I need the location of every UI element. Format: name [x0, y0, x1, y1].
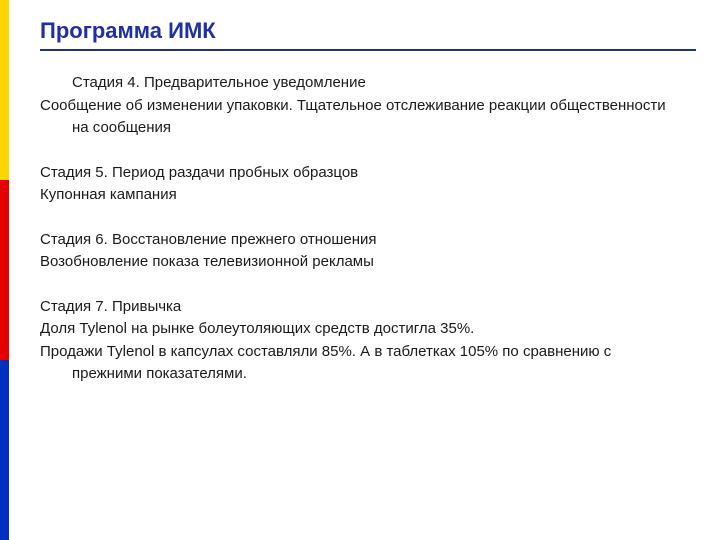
stage7-title: Стадия 7. Привычка	[40, 296, 680, 319]
stage6-body: Возобновление показа телевизионной рекла…	[40, 251, 680, 274]
stage5-body: Купонная кампания	[40, 184, 680, 207]
stage7-body2: Продажи Tylenol в капсулах составляли 85…	[40, 341, 680, 386]
stage7-body1: Доля Tylenol на рынке болеутоляющих сред…	[40, 318, 680, 341]
gap	[40, 274, 680, 296]
stage6-title: Стадия 6. Восстановление прежнего отноше…	[40, 229, 680, 252]
bullet-icon	[50, 83, 72, 87]
color-sidebar	[0, 0, 9, 540]
gap	[40, 140, 680, 162]
sidebar-seg-yellow	[0, 0, 9, 180]
stage5-title: Стадия 5. Период раздачи пробных образцо…	[40, 162, 680, 185]
stage4-title: Стадия 4. Предварительное уведомление	[72, 72, 366, 95]
title-underline	[40, 49, 696, 51]
slide-title: Программа ИМК	[40, 18, 216, 44]
stage4-title-row: Стадия 4. Предварительное уведомление	[50, 72, 680, 95]
sidebar-seg-blue	[0, 360, 9, 540]
content-area: Стадия 4. Предварительное уведомление Со…	[40, 72, 680, 386]
gap	[40, 207, 680, 229]
sidebar-seg-red	[0, 180, 9, 360]
stage4-body: Сообщение об изменении упаковки. Тщатель…	[40, 95, 680, 140]
